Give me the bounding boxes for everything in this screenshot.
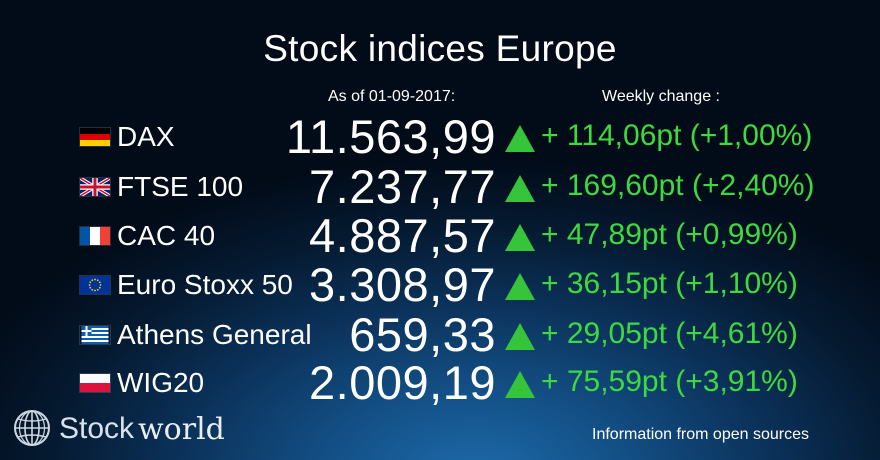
index-value: 2.009,19	[309, 356, 496, 409]
index-name: CAC 40	[117, 220, 216, 251]
index-name: Athens General	[117, 319, 312, 350]
index-row-ftse-100: FTSE 100 7.237,77 + 169,60pt (+2,40%)	[0, 160, 880, 213]
up-arrow-icon	[505, 125, 535, 152]
weekly-change-label: Weekly change :	[602, 88, 720, 105]
index-value: 11.563,99	[285, 110, 496, 163]
date-label: As of 01-09-2017:	[328, 88, 456, 105]
index-value: 7.237,77	[309, 160, 496, 213]
index-name: FTSE 100	[117, 171, 244, 202]
germany-flag-icon	[80, 128, 110, 146]
weekly-change: + 169,60pt (+2,40%)	[541, 169, 815, 202]
uk-flag-icon	[80, 178, 110, 196]
up-arrow-icon	[505, 224, 535, 251]
logo-text-stock: Stock	[59, 412, 135, 445]
logo-text-world: world	[138, 412, 225, 447]
page-title: Stock indices Europe	[263, 28, 617, 69]
weekly-change: + 36,15pt (+1,10%)	[541, 267, 798, 300]
up-arrow-icon	[505, 371, 535, 398]
france-flag-icon	[80, 227, 110, 245]
weekly-change: + 75,59pt (+3,91%)	[541, 365, 798, 398]
index-row-wig20: WIG20 2.009,19 + 75,59pt (+3,91%)	[0, 356, 880, 409]
index-name: Euro Stoxx 50	[117, 269, 293, 300]
index-name: WIG20	[117, 367, 205, 398]
index-value: 4.887,57	[309, 209, 496, 262]
index-value: 3.308,97	[309, 258, 496, 311]
eu-flag-icon	[80, 276, 110, 294]
up-arrow-icon	[505, 175, 535, 202]
globe-icon	[14, 410, 50, 446]
index-row-dax: DAX 11.563,99 + 114,06pt (+1,00%)	[0, 110, 880, 163]
up-arrow-icon	[505, 323, 535, 350]
index-value: 659,33	[349, 308, 496, 361]
up-arrow-icon	[505, 273, 535, 300]
weekly-change: + 114,06pt (+1,00%)	[541, 119, 813, 152]
weekly-change: + 29,05pt (+4,61%)	[541, 317, 798, 350]
index-row-euro-stoxx-50: Euro Stoxx 50 3.308,97 + 36,15pt (+1,10%…	[0, 258, 880, 311]
weekly-change: + 47,89pt (+0,99%)	[541, 218, 798, 251]
index-name: DAX	[117, 121, 175, 152]
index-row-cac-40: CAC 40 4.887,57 + 47,89pt (+0,99%)	[0, 209, 880, 262]
source-note: Information from open sources	[592, 426, 809, 443]
index-row-athens-general: Athens General 659,33 + 29,05pt (+4,61%)	[0, 308, 880, 361]
greece-flag-icon	[80, 326, 110, 344]
poland-flag-icon	[80, 374, 110, 392]
